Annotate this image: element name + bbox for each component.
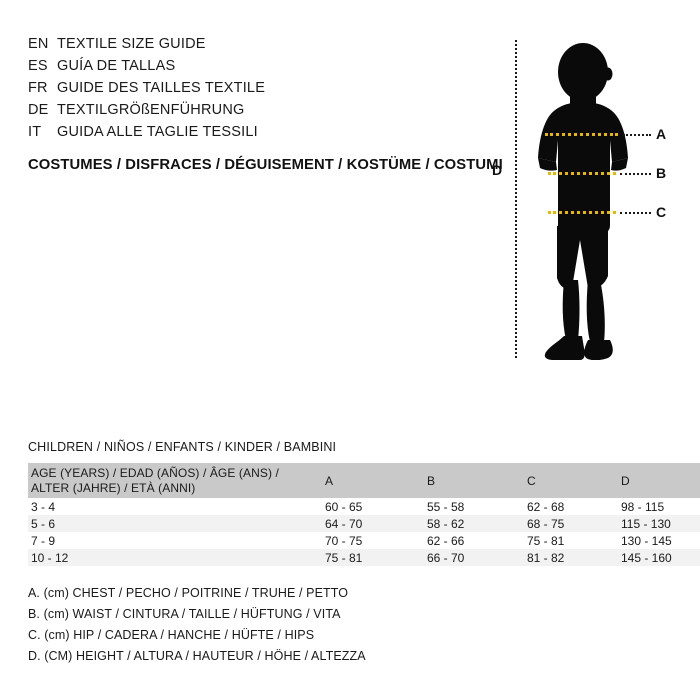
language-text-de: TEXTILGRÖßENFÜHRUNG [57, 102, 245, 118]
legend-row-b: B. (cm) WAIST / CINTURA / TAILLE / HÜFTU… [28, 607, 341, 621]
language-code-en: EN [28, 36, 49, 52]
leader-line-b [620, 173, 651, 175]
language-row-fr: FR GUIDE DES TAILLES TEXTILE [28, 77, 468, 99]
cell-chest: 75 - 81 [325, 550, 363, 565]
legend-row-a: A. (cm) CHEST / PECHO / POITRINE / TRUHE… [28, 586, 349, 600]
cell-chest: 64 - 70 [325, 516, 363, 531]
cell-height: 98 - 115 [621, 499, 665, 514]
language-row-en: EN TEXTILE SIZE GUIDE [28, 33, 468, 55]
cell-hip: 81 - 82 [527, 550, 565, 565]
table-row: 7 - 9 70 - 75 62 - 66 75 - 81 130 - 145 [28, 532, 700, 549]
measurement-legend: A. (cm) CHEST / PECHO / POITRINE / TRUHE… [28, 583, 468, 667]
cell-height: 145 - 160 [621, 550, 672, 565]
leader-line-c [620, 212, 651, 214]
cell-waist: 58 - 62 [427, 516, 465, 531]
table-body: 3 - 4 60 - 65 55 - 58 62 - 68 98 - 115 5… [28, 498, 700, 566]
table-row: 3 - 4 60 - 65 55 - 58 62 - 68 98 - 115 [28, 498, 700, 515]
table-row: 10 - 12 75 - 81 66 - 70 81 - 82 145 - 16… [28, 549, 700, 566]
language-code-fr: FR [28, 80, 48, 96]
costumes-subtitle: COSTUMES / DISFRACES / DÉGUISEMENT / KOS… [28, 157, 503, 173]
table-header: AGE (YEARS) / EDAD (AÑOS) / ÂGE (ANS) / … [28, 463, 700, 498]
language-row-es: ES GUÍA DE TALLAS [28, 55, 468, 77]
column-header-a: A [325, 473, 334, 488]
column-header-d: D [621, 473, 630, 488]
language-text-it: GUIDA ALLE TAGLIE TESSILI [57, 124, 258, 140]
leader-line-a [623, 134, 651, 136]
language-code-it: IT [28, 124, 42, 140]
chest-measurement-line [545, 133, 618, 136]
measurement-label-c: C [656, 204, 667, 220]
body-measurement-diagram: D A [480, 30, 680, 370]
legend-row-d: D. (CM) HEIGHT / ALTURA / HAUTEUR / HÖHE… [28, 649, 366, 663]
cell-age: 5 - 6 [31, 516, 56, 531]
measurement-label-d: D [492, 162, 503, 178]
language-row-de: DE TEXTILGRÖßENFÜHRUNG [28, 99, 468, 121]
cell-age: 10 - 12 [31, 550, 69, 565]
language-text-fr: GUIDE DES TAILLES TEXTILE [57, 80, 266, 96]
cell-height: 115 - 130 [621, 516, 671, 531]
table-header-row: AGE (YEARS) / EDAD (AÑOS) / ÂGE (ANS) / … [28, 463, 700, 498]
language-title-block: EN TEXTILE SIZE GUIDE ES GUÍA DE TALLAS … [28, 33, 468, 143]
language-row-it: IT GUIDA ALLE TAGLIE TESSILI [28, 121, 468, 143]
cell-hip: 75 - 81 [527, 533, 565, 548]
measurement-label-b: B [656, 165, 667, 181]
language-text-es: GUÍA DE TALLAS [57, 58, 176, 74]
cell-hip: 68 - 75 [527, 516, 565, 531]
waist-measurement-line [548, 172, 616, 175]
cell-waist: 55 - 58 [427, 499, 465, 514]
column-header-age: AGE (YEARS) / EDAD (AÑOS) / ÂGE (ANS) / … [31, 465, 279, 495]
column-header-c: C [527, 473, 536, 488]
cell-chest: 70 - 75 [325, 533, 363, 548]
table-row: 5 - 6 64 - 70 58 - 62 68 - 75 115 - 130 [28, 515, 700, 532]
height-reference-dotted-line [515, 40, 517, 358]
cell-height: 130 - 145 [621, 533, 672, 548]
size-chart-table: AGE (YEARS) / EDAD (AÑOS) / ÂGE (ANS) / … [28, 463, 700, 566]
language-code-es: ES [28, 58, 48, 74]
measurement-label-a: A [656, 126, 667, 142]
language-text-en: TEXTILE SIZE GUIDE [57, 36, 206, 52]
table-section-heading: CHILDREN / NIÑOS / ENFANTS / KINDER / BA… [28, 440, 337, 454]
language-code-de: DE [28, 102, 49, 118]
cell-waist: 66 - 70 [427, 550, 465, 565]
cell-age: 7 - 9 [31, 533, 56, 548]
column-header-b: B [427, 473, 436, 488]
child-silhouette-icon [538, 43, 628, 360]
cell-chest: 60 - 65 [325, 499, 363, 514]
cell-age: 3 - 4 [31, 499, 56, 514]
cell-waist: 62 - 66 [427, 533, 465, 548]
hip-measurement-line [548, 211, 616, 214]
legend-row-c: C. (cm) HIP / CADERA / HANCHE / HÜFTE / … [28, 628, 315, 642]
cell-hip: 62 - 68 [527, 499, 565, 514]
